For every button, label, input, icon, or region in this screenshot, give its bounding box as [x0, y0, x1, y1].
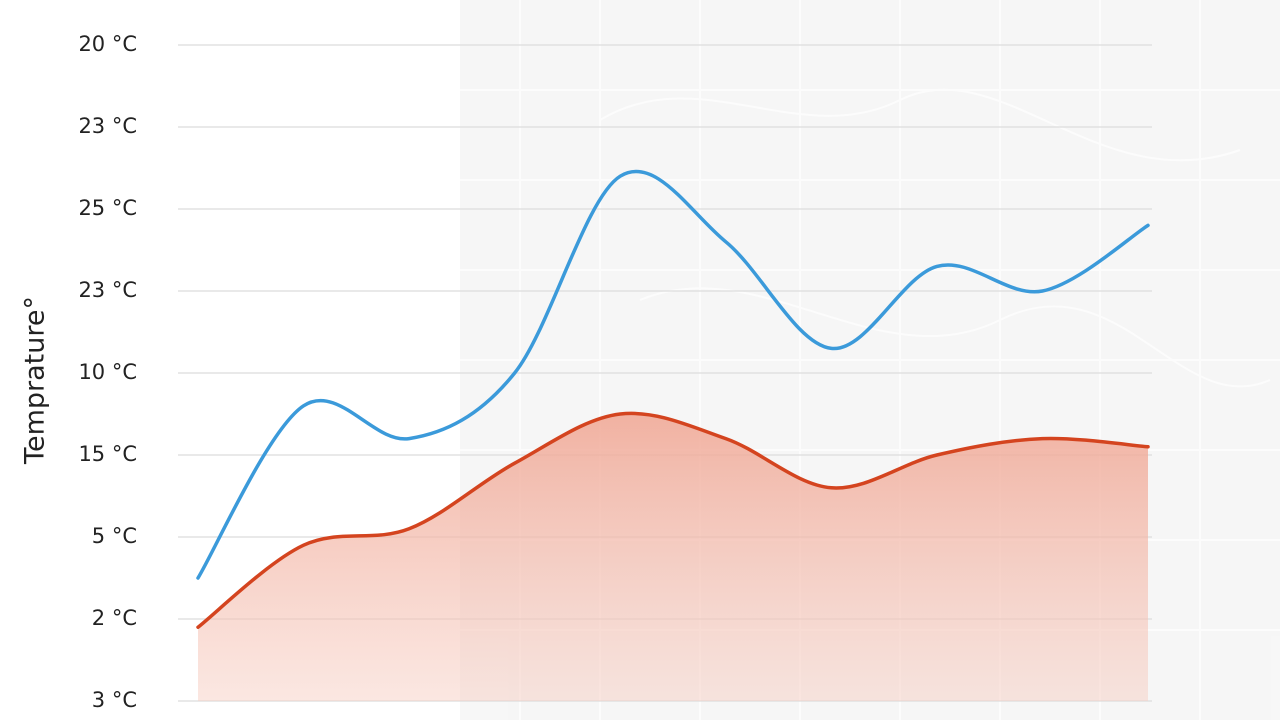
y-tick-label: 23 °C: [78, 114, 137, 138]
y-tick-label: 20 °C: [78, 32, 137, 56]
line: [196, 169, 1150, 580]
y-tick-label: 2 °C: [92, 606, 137, 630]
y-tick-label: 25 °C: [78, 196, 137, 220]
y-tick-label: 15 °C: [78, 442, 137, 466]
y-tick-label: 3 °C: [92, 688, 137, 712]
y-tick-label: 5 °C: [92, 524, 137, 548]
line: [196, 411, 1150, 629]
y-tick-label: 23 °C: [78, 278, 137, 302]
y-tick-label: 10 °C: [78, 360, 137, 384]
y-axis-title: Temprature°: [20, 296, 51, 465]
area: [198, 413, 1148, 701]
